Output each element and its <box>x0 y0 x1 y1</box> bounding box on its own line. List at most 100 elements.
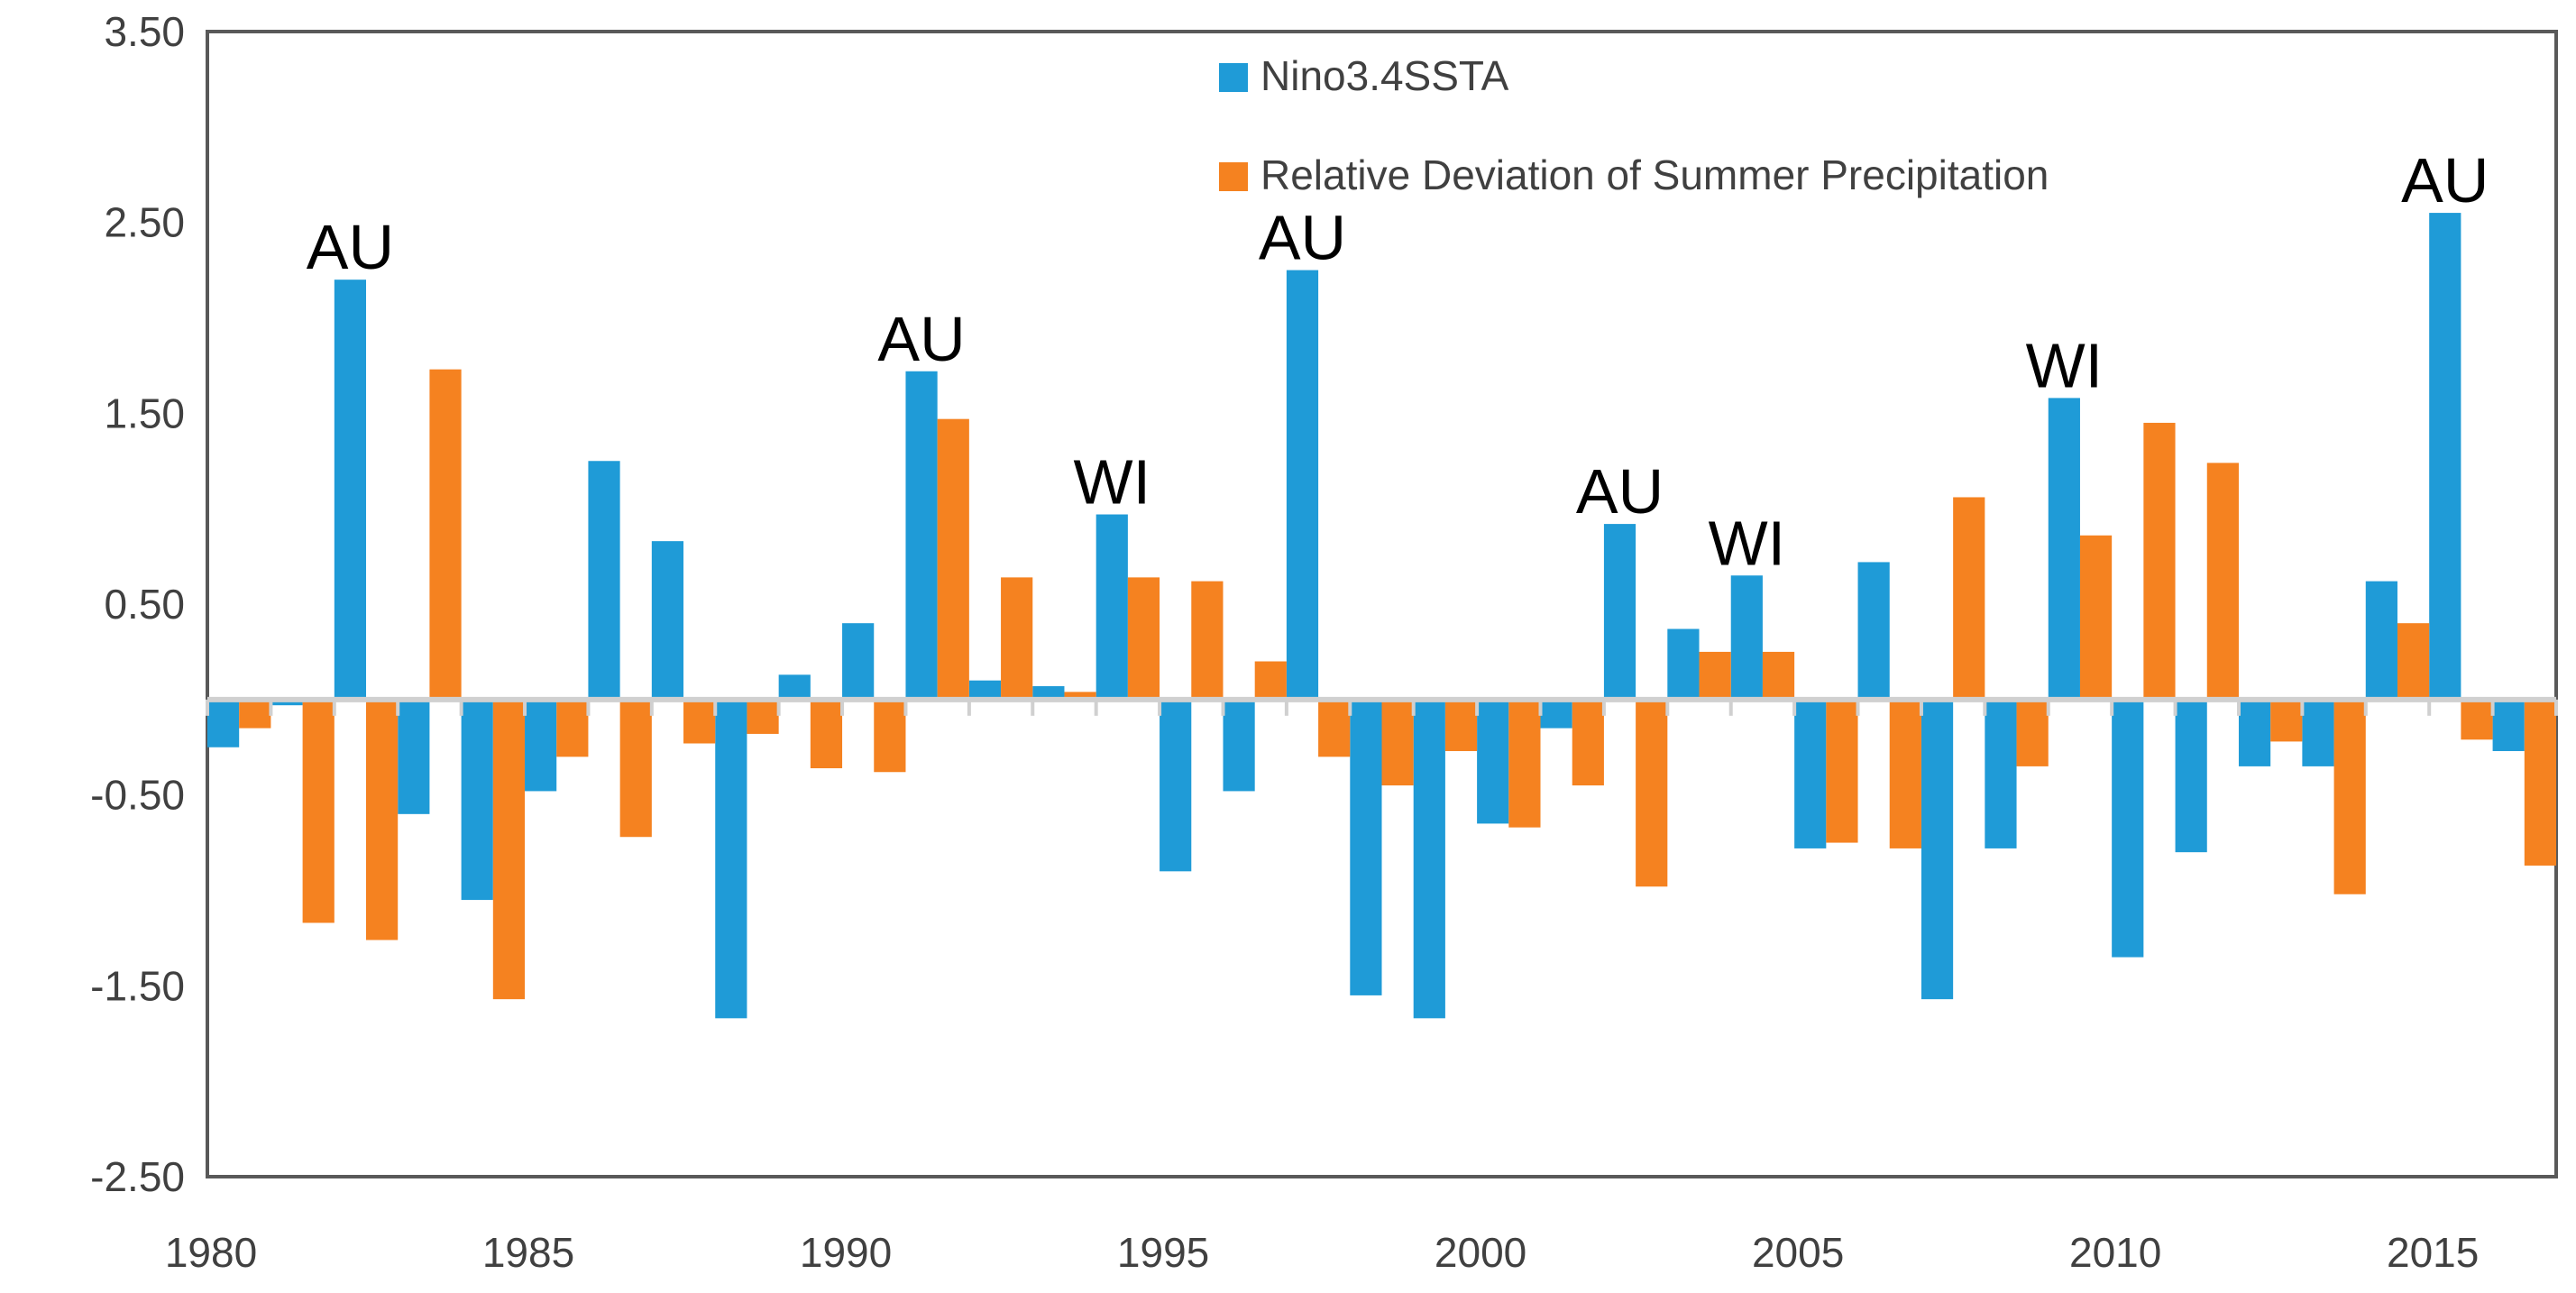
annotation-label: AU <box>1576 456 1664 527</box>
bar-nino-1990 <box>842 623 875 700</box>
bar-nino-2001 <box>1540 699 1572 729</box>
bar-precip-1992 <box>1001 577 1033 700</box>
annotation-label: AU <box>2401 145 2489 216</box>
bar-precip-1989 <box>810 699 843 769</box>
bar-precip-2011 <box>2206 463 2239 700</box>
bar-precip-2000 <box>1508 699 1541 828</box>
bar-precip-1995 <box>1191 581 1224 700</box>
annotation-label: AU <box>1259 203 1346 273</box>
bar-nino-1996 <box>1223 699 1255 792</box>
bar-precip-1999 <box>1444 699 1478 751</box>
bar-precip-2004 <box>1762 651 1795 700</box>
bar-precip-2012 <box>2270 699 2303 742</box>
x-tick-label: 2005 <box>1752 1229 1844 1276</box>
bar-precip-2005 <box>1826 699 1858 843</box>
bar-nino-1998 <box>1350 699 1382 995</box>
bar-nino-1992 <box>968 680 1002 700</box>
bar-nino-1987 <box>651 541 684 700</box>
x-tick-marks <box>206 699 2558 716</box>
x-tick-label: 2010 <box>2069 1229 2161 1276</box>
bar-precip-2014 <box>2397 623 2430 700</box>
y-tick-label: -1.50 <box>90 962 185 1009</box>
legend-swatch-precip <box>1219 162 1248 191</box>
x-tick-label: 2015 <box>2387 1229 2479 1276</box>
bar-precip-1998 <box>1381 699 1414 786</box>
legend: Nino3.4SSTA Relative Deviation of Summer… <box>1219 52 2049 198</box>
x-tick-label: 1995 <box>1117 1229 1209 1276</box>
bar-precip-2008 <box>2016 699 2049 766</box>
plot-area <box>206 30 2558 1178</box>
bar-nino-2011 <box>2175 699 2207 853</box>
bar-precip-1994 <box>1127 577 1160 700</box>
y-tick-label: 3.50 <box>104 8 185 55</box>
bar-nino-2008 <box>1985 699 2017 848</box>
bar-nino-2015 <box>2429 213 2461 700</box>
bar-precip-2003 <box>1699 651 1731 700</box>
bar-precip-1997 <box>1318 699 1351 757</box>
bar-nino-2010 <box>2112 699 2144 958</box>
annotation-label: WI <box>1074 447 1151 518</box>
y-tick-label: 2.50 <box>104 199 185 246</box>
bar-precip-1993 <box>1064 692 1096 700</box>
bar-precip-1987 <box>683 699 716 744</box>
bar-nino-1997 <box>1286 270 1319 700</box>
x-tick-label: 1980 <box>165 1229 257 1276</box>
bar-precip-2013 <box>2333 699 2366 894</box>
bar-precip-2015 <box>2461 699 2493 740</box>
bar-precip-2016 <box>2524 699 2556 866</box>
x-tick-label: 1985 <box>482 1229 574 1276</box>
annotation-label: WI <box>2026 330 2104 400</box>
bar-nino-2006 <box>1857 562 1890 700</box>
bar-precip-2002 <box>1636 699 1668 887</box>
bar-precip-1983 <box>429 369 462 700</box>
bar-precip-2007 <box>1953 497 1985 700</box>
bar-precip-1990 <box>874 699 906 773</box>
y-tick-label: -0.50 <box>90 772 185 819</box>
bar-nino-2000 <box>1477 699 1509 824</box>
bar-nino-1985 <box>525 699 557 792</box>
bar-nino-2002 <box>1603 524 1636 700</box>
bar-nino-2007 <box>1921 699 1954 1000</box>
y-tick-label: -2.50 <box>90 1153 185 1200</box>
y-tick-label: 0.50 <box>104 581 185 628</box>
bars-group <box>207 213 2556 1019</box>
y-tick-label: 1.50 <box>104 390 185 436</box>
bar-precip-2009 <box>2079 535 2113 700</box>
bar-nino-2016 <box>2492 699 2525 751</box>
bar-nino-2009 <box>2048 398 2080 700</box>
bar-precip-1996 <box>1254 661 1287 700</box>
bar-precip-2010 <box>2143 422 2176 700</box>
bar-nino-2012 <box>2238 699 2271 766</box>
legend-label-nino: Nino3.4SSTA <box>1260 52 1509 99</box>
bar-nino-1993 <box>1032 686 1065 700</box>
bar-nino-1989 <box>778 674 811 700</box>
annotation-label: AU <box>307 212 394 282</box>
bar-precip-2006 <box>1889 699 1921 848</box>
bar-precip-1986 <box>619 699 652 838</box>
bar-nino-2004 <box>1730 575 1763 700</box>
bar-nino-1994 <box>1095 514 1128 700</box>
legend-label-precip: Relative Deviation of Summer Precipitati… <box>1260 151 2049 198</box>
bar-nino-2014 <box>2365 581 2397 700</box>
bar-precip-2001 <box>1572 699 1604 786</box>
x-axis: 1980 1985 1990 1995 2000 2005 2010 2015 <box>165 1229 2480 1276</box>
annotations-group: AU AU WI AU AU WI WI AU <box>307 145 2489 578</box>
bar-precip-1982 <box>366 699 399 940</box>
bar-nino-1995 <box>1160 699 1192 872</box>
annotation-label: AU <box>877 304 965 374</box>
bar-nino-1988 <box>715 699 747 1019</box>
bar-nino-2003 <box>1667 628 1700 700</box>
bar-nino-1981 <box>270 699 303 706</box>
bar-nino-1991 <box>905 371 938 700</box>
bar-nino-1999 <box>1413 699 1445 1019</box>
bar-nino-2013 <box>2302 699 2334 766</box>
bar-precip-1985 <box>556 699 589 757</box>
x-tick-label: 2000 <box>1435 1229 1526 1276</box>
bar-nino-1984 <box>461 699 493 901</box>
bar-precip-1980 <box>239 699 271 729</box>
bar-nino-1980 <box>207 699 240 747</box>
bar-precip-1984 <box>492 699 526 1000</box>
annotation-label: WI <box>1709 508 1786 578</box>
